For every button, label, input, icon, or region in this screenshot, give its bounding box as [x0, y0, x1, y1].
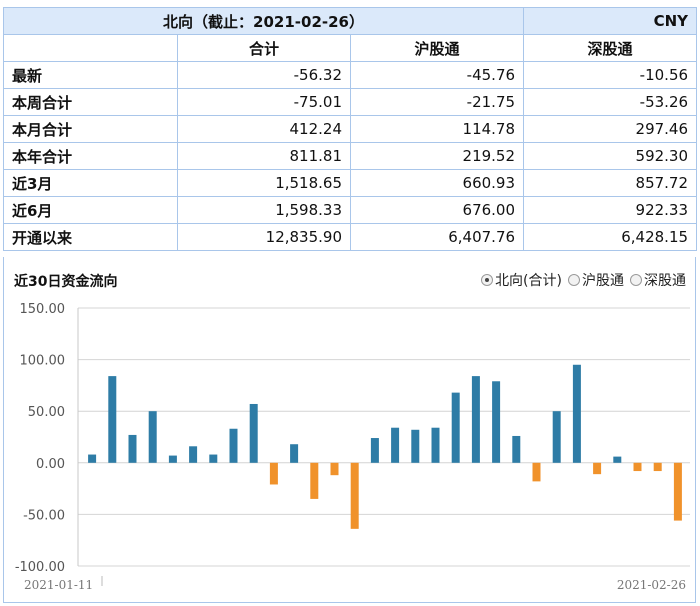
option-label: 深股通	[644, 273, 686, 289]
summary-title: 北向（截止：2021-02-26）	[2, 7, 525, 35]
column-header-sh: 沪股通	[349, 34, 525, 62]
sh-value: 219.52	[349, 142, 525, 170]
flow-bar	[572, 364, 581, 463]
sh-value: 114.78	[349, 115, 525, 143]
flow-bar	[633, 462, 642, 472]
column-header-sz: 深股通	[523, 34, 698, 62]
flow-bar	[492, 381, 501, 463]
option-label: 北向(合计)	[495, 273, 562, 289]
summary-header-row: 北向（截止：2021-02-26） CNY	[2, 7, 698, 35]
sh-value: 660.93	[349, 169, 525, 197]
flow-bar	[370, 438, 379, 463]
sz-value: 6,428.15	[523, 223, 698, 251]
sh-value: -21.75	[349, 88, 525, 116]
total-value: 412.24	[177, 115, 351, 143]
sz-value: 592.30	[523, 142, 698, 170]
flow-bar	[189, 446, 198, 463]
sh-value: 676.00	[349, 196, 525, 224]
total-value: -56.32	[177, 61, 351, 89]
total-value: 12,835.90	[177, 223, 351, 251]
flow-bar	[451, 392, 460, 463]
flow-bar	[108, 376, 117, 463]
total-value: -75.01	[177, 88, 351, 116]
y-tick-label: 50.00	[28, 405, 65, 420]
table-row: 近6月 1,598.33 676.00 922.33	[3, 196, 698, 224]
flow-bar	[330, 462, 339, 476]
sz-value: 922.33	[523, 196, 698, 224]
sz-value: 297.46	[523, 115, 698, 143]
option-north-total[interactable]: 北向(合计)	[481, 270, 562, 290]
table-row: 本年合计 811.81 219.52 592.30	[3, 142, 698, 170]
flow-bar	[168, 455, 177, 463]
flow-bar	[128, 434, 137, 463]
flow-bar	[88, 454, 97, 463]
table-row: 本周合计 -75.01 -21.75 -53.26	[3, 88, 698, 116]
sz-value: 857.72	[523, 169, 698, 197]
flow-bar	[431, 427, 440, 463]
end-date-label: 2021-02-26	[617, 578, 686, 592]
row-label: 最新	[3, 61, 178, 89]
column-header-blank	[3, 34, 178, 62]
table-row: 最新 -56.32 -45.76 -10.56	[3, 61, 698, 89]
radio-selected-icon[interactable]	[481, 274, 494, 286]
sh-value: 6,407.76	[349, 223, 525, 251]
column-header-total: 合计	[177, 34, 351, 62]
total-value: 1,598.33	[177, 196, 351, 224]
flow-bar	[269, 462, 278, 485]
total-value: 811.81	[177, 142, 351, 170]
y-tick-label: 0.00	[36, 457, 65, 472]
flow-bar	[209, 454, 218, 463]
radio-unselected-icon[interactable]	[630, 274, 642, 286]
summary-table: 北向（截止：2021-02-26） CNY 合计 沪股通 深股通 最新 -56.…	[2, 7, 698, 251]
row-label: 本年合计	[3, 142, 178, 170]
flow-bar	[593, 462, 602, 475]
flow-bar	[148, 411, 157, 463]
total-value: 1,518.65	[177, 169, 351, 197]
flow-bar	[229, 428, 238, 463]
flow-bar	[249, 403, 258, 463]
table-row: 本月合计 412.24 114.78 297.46	[3, 115, 698, 143]
flow-bar-chart: 150.00 100.00 50.00 0.00 -50.00 -100.00 2021-0…	[15, 302, 690, 592]
flow-bar	[653, 462, 662, 472]
y-tick-label: 150.00	[20, 302, 66, 317]
flow-bar	[512, 435, 521, 463]
sz-value: -53.26	[523, 88, 698, 116]
flow-bar	[532, 462, 541, 482]
flow-bar	[673, 462, 682, 521]
sh-value: -45.76	[349, 61, 525, 89]
table-row: 近3月 1,518.65 660.93 857.72	[3, 169, 698, 197]
start-date-label: 2021-01-11	[24, 578, 93, 592]
flow-bar	[391, 427, 400, 463]
y-tick-label: -100.00	[15, 560, 65, 575]
flow-bar	[552, 411, 561, 463]
sz-value: -10.56	[523, 61, 698, 89]
flow-bar	[471, 376, 480, 463]
column-header-row: 合计 沪股通 深股通	[3, 34, 698, 62]
currency-unit: CNY	[523, 7, 698, 35]
flow-bar	[310, 462, 319, 499]
option-sz-connect[interactable]: 深股通	[630, 270, 686, 290]
row-label: 近6月	[3, 196, 178, 224]
flow-bar	[290, 444, 299, 463]
row-label: 本月合计	[3, 115, 178, 143]
row-label: 本周合计	[3, 88, 178, 116]
flow-bar	[613, 456, 622, 463]
chart-title: 近30日资金流向	[14, 274, 118, 290]
chart-frame	[3, 257, 696, 603]
series-selector: 北向(合计) 沪股通 深股通	[481, 270, 686, 290]
option-label: 沪股通	[582, 273, 624, 289]
table-row: 开通以来 12,835.90 6,407.76 6,428.15	[3, 223, 698, 251]
flow-bar	[411, 429, 420, 463]
y-tick-label: 100.00	[20, 354, 66, 369]
radio-unselected-icon[interactable]	[568, 274, 580, 286]
y-tick-label: -50.00	[23, 508, 65, 523]
option-sh-connect[interactable]: 沪股通	[568, 270, 624, 290]
flow-bar	[350, 462, 359, 529]
row-label: 近3月	[3, 169, 178, 197]
row-label: 开通以来	[3, 223, 178, 251]
